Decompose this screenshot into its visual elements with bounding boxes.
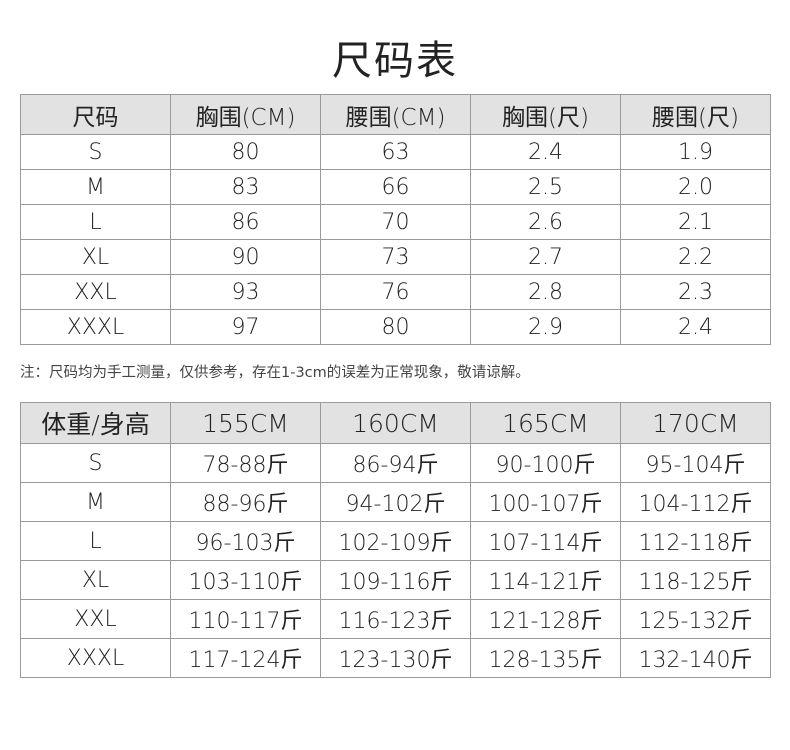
measurement-note: 注：尺码均为手工测量，仅供参考，存在1-3cm的误差为正常现象，敬请谅解。 xyxy=(20,365,530,381)
header-row: 尺码 胸围(CM) 腰围(CM) 胸围(尺) 腰围(尺) xyxy=(20,94,771,135)
table-cell: 76 xyxy=(320,274,471,310)
table-cell: 118-125斤 xyxy=(620,560,771,600)
table-row: XL 103-110斤 109-116斤 114-121斤 118-125斤 xyxy=(20,560,771,600)
table-cell: 70 xyxy=(320,204,471,240)
table-cell: XXL xyxy=(20,274,171,310)
table-cell: 90 xyxy=(170,239,321,275)
table-cell: XL xyxy=(20,560,171,600)
table-row: M 88-96斤 94-102斤 100-107斤 104-112斤 xyxy=(20,482,771,522)
table-row: XL 90 73 2.7 2.2 xyxy=(20,239,771,275)
table-cell: 110-117斤 xyxy=(170,599,321,639)
table-cell: 83 xyxy=(170,169,321,205)
table-cell: S xyxy=(20,443,171,483)
table-cell: 2.5 xyxy=(470,169,621,205)
measurements-table: 尺码 胸围(CM) 腰围(CM) 胸围(尺) 腰围(尺) S 80 63 2.4 1.9 M 83 66… xyxy=(20,94,771,345)
table-cell: 73 xyxy=(320,239,471,275)
table-cell: 2.2 xyxy=(620,239,771,275)
table-cell: 86-94斤 xyxy=(320,443,471,483)
weight-height-table: 体重/身高 155CM 160CM 165CM 170CM S 78-88斤 86-94斤 90… xyxy=(20,402,771,678)
table-cell: M xyxy=(20,482,171,522)
header-cell: 胸围(尺) xyxy=(470,94,621,135)
table-row: XXXL 117-124斤 123-130斤 128-135斤 132-140斤 xyxy=(20,638,771,678)
header-cell: 胸围(CM) xyxy=(170,94,321,135)
header-row: 体重/身高 155CM 160CM 165CM 170CM xyxy=(20,402,771,444)
table-cell: 109-116斤 xyxy=(320,560,471,600)
table-row: M 83 66 2.5 2.0 xyxy=(20,169,771,205)
table-cell: 96-103斤 xyxy=(170,521,321,561)
header-cell: 体重/身高 xyxy=(20,402,171,444)
table-row: XXXL 97 80 2.9 2.4 xyxy=(20,309,771,345)
table-cell: 88-96斤 xyxy=(170,482,321,522)
header-cell: 170CM xyxy=(620,402,771,444)
table-cell: XXXL xyxy=(20,309,171,345)
header-cell: 165CM xyxy=(470,402,621,444)
table-cell: 116-123斤 xyxy=(320,599,471,639)
table-cell: 107-114斤 xyxy=(470,521,621,561)
table-cell: L xyxy=(20,521,171,561)
table-cell: 112-118斤 xyxy=(620,521,771,561)
table-cell: 103-110斤 xyxy=(170,560,321,600)
header-cell: 尺码 xyxy=(20,94,171,135)
table-cell: XXXL xyxy=(20,638,171,678)
header-cell: 160CM xyxy=(320,402,471,444)
page-title: 尺码表 xyxy=(332,38,458,84)
table-cell: 102-109斤 xyxy=(320,521,471,561)
table-cell: 2.3 xyxy=(620,274,771,310)
table-cell: 2.1 xyxy=(620,204,771,240)
table-cell: 123-130斤 xyxy=(320,638,471,678)
table-cell: 80 xyxy=(320,309,471,345)
table-cell: 63 xyxy=(320,134,471,170)
table-cell: 95-104斤 xyxy=(620,443,771,483)
table-cell: 2.6 xyxy=(470,204,621,240)
table-cell: 100-107斤 xyxy=(470,482,621,522)
table-cell: 80 xyxy=(170,134,321,170)
table-cell: 78-88斤 xyxy=(170,443,321,483)
table-cell: XL xyxy=(20,239,171,275)
table-cell: 2.8 xyxy=(470,274,621,310)
table-cell: 2.4 xyxy=(620,309,771,345)
table-row: L 86 70 2.6 2.1 xyxy=(20,204,771,240)
table-cell: 2.9 xyxy=(470,309,621,345)
table-cell: 128-135斤 xyxy=(470,638,621,678)
table-cell: 97 xyxy=(170,309,321,345)
table-cell: 132-140斤 xyxy=(620,638,771,678)
table-row: L 96-103斤 102-109斤 107-114斤 112-118斤 xyxy=(20,521,771,561)
table-row: S 78-88斤 86-94斤 90-100斤 95-104斤 xyxy=(20,443,771,483)
table-cell: 94-102斤 xyxy=(320,482,471,522)
table-cell: 90-100斤 xyxy=(470,443,621,483)
table-cell: 93 xyxy=(170,274,321,310)
table-cell: 2.0 xyxy=(620,169,771,205)
table-cell: 117-124斤 xyxy=(170,638,321,678)
table-cell: 86 xyxy=(170,204,321,240)
header-cell: 155CM xyxy=(170,402,321,444)
table-cell: 2.4 xyxy=(470,134,621,170)
table-cell: 121-128斤 xyxy=(470,599,621,639)
table-cell: 125-132斤 xyxy=(620,599,771,639)
table-row: XXL 93 76 2.8 2.3 xyxy=(20,274,771,310)
header-cell: 腰围(CM) xyxy=(320,94,471,135)
table-cell: 104-112斤 xyxy=(620,482,771,522)
table-cell: L xyxy=(20,204,171,240)
table-cell: M xyxy=(20,169,171,205)
table-row: XXL 110-117斤 116-123斤 121-128斤 125-132斤 xyxy=(20,599,771,639)
header-cell: 腰围(尺) xyxy=(620,94,771,135)
table-cell: 1.9 xyxy=(620,134,771,170)
table-cell: 2.7 xyxy=(470,239,621,275)
table-cell: 66 xyxy=(320,169,471,205)
table-row: S 80 63 2.4 1.9 xyxy=(20,134,771,170)
table-cell: 114-121斤 xyxy=(470,560,621,600)
table-cell: XXL xyxy=(20,599,171,639)
table-cell: S xyxy=(20,134,171,170)
